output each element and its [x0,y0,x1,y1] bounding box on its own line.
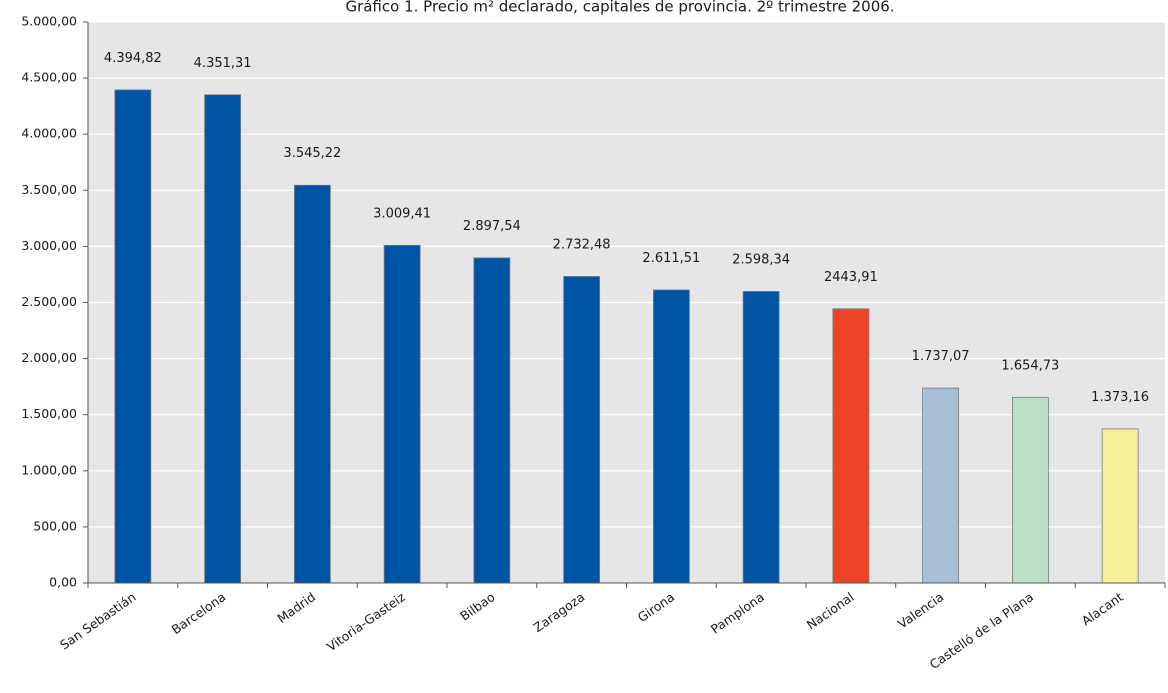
axes [83,21,1166,588]
data-label: 4.394,82 [104,51,162,66]
y-tick-label: 1.500,00 [21,406,77,421]
y-tick-label: 5.000,00 [21,14,77,29]
y-tick-label: 4.500,00 [21,70,77,85]
data-label: 3.009,41 [373,206,431,221]
x-tick-label: Alacant [1079,589,1126,628]
x-tick-label: Vitoria-Gasteiz [324,589,408,654]
data-label: 4.351,31 [194,56,252,71]
chart-title: Gráfico 1. Precio m² declarado, capitale… [345,0,894,16]
bar-castell-de-la-plana [1011,396,1049,584]
data-label: 1.737,07 [912,349,970,364]
data-label: 3.545,22 [283,146,341,161]
bar-bilbao [473,257,511,584]
bar-madrid [293,184,331,584]
bar-girona [652,289,690,584]
y-tick-label: 3.000,00 [21,238,77,253]
data-label: 2.611,51 [642,251,700,266]
data-label: 2.897,54 [463,219,521,234]
data-label: 1.654,73 [1001,358,1059,373]
x-tick-label: Valencia [895,589,946,631]
x-tick-label: Barcelona [169,589,229,637]
data-label: 2.732,48 [553,237,611,252]
bar-pamplona [742,291,780,584]
y-tick-label: 4.000,00 [21,126,77,141]
x-tick-label: Nacional [804,589,857,632]
y-tick-label: 500,00 [33,518,77,533]
y-tick-label: 1.000,00 [21,462,77,477]
bar-barcelona [204,94,242,584]
y-tick-label: 2.000,00 [21,350,77,365]
y-tick-label: 3.500,00 [21,182,77,197]
bar-valencia [922,387,960,584]
bar-nacional [832,308,870,584]
x-tick-label: Girona [635,589,677,625]
data-label: 2.598,34 [732,252,790,267]
x-tick-label: San Sebastián [57,589,139,652]
x-tick-label: Pamplona [708,589,767,637]
bar-vitoria-gasteiz [383,244,421,584]
data-label: 1.373,16 [1091,390,1149,405]
x-tick-label: Zaragoza [531,589,588,635]
x-tick-label: Madrid [274,589,318,626]
data-label: 2443,91 [824,270,878,285]
x-tick-label: Bilbao [457,589,497,624]
y-tick-label: 2.500,00 [21,294,77,309]
bar-alacant [1101,428,1139,584]
gridlines [88,21,1165,528]
bar-san-sebasti-n [114,89,152,584]
bar-zaragoza [563,276,601,584]
y-tick-label: 0,00 [49,575,77,590]
bars [114,89,1139,584]
